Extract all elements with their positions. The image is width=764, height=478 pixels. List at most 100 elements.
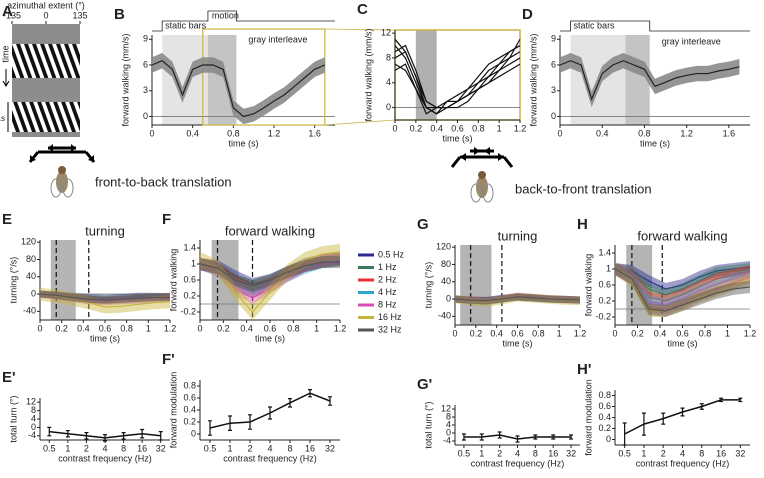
data-line xyxy=(614,268,751,296)
x-tick-label: 0 xyxy=(557,128,562,138)
y-tick-label: -0.2 xyxy=(180,306,196,316)
error-bar xyxy=(84,432,89,440)
y-label: forward walking xyxy=(583,254,593,317)
y-tick-label: 40 xyxy=(26,271,36,281)
x-label: time (s) xyxy=(229,138,259,148)
x-tick-label: 32 xyxy=(156,443,166,453)
y-label: time xyxy=(0,45,10,62)
error-bar xyxy=(228,415,232,431)
fly-icon-front xyxy=(28,144,96,198)
stimulus-timeline xyxy=(152,10,335,32)
legend-label: 2 Hz xyxy=(378,274,397,284)
y-tick-label: 0.2 xyxy=(183,290,196,300)
error-band xyxy=(615,263,750,317)
error-band xyxy=(455,293,580,305)
y-tick-label: 120 xyxy=(436,242,451,252)
data-line xyxy=(199,251,341,313)
data-line xyxy=(614,268,751,302)
condition-label: back-to-front translation xyxy=(515,181,652,196)
x-tick-label: 0.8 xyxy=(472,123,485,133)
error-bar xyxy=(248,414,252,430)
error-bar xyxy=(515,435,520,443)
y-label: forward walking (mm/s) xyxy=(120,33,130,126)
y-label: turning (°/s) xyxy=(423,262,433,309)
x-tick-label: 0 xyxy=(392,123,397,133)
legend-label: 4 Hz xyxy=(378,287,397,297)
x-tick-label: 4 xyxy=(515,448,520,458)
y-tick-label: 0 xyxy=(446,293,451,303)
y-tick-label: 3 xyxy=(143,85,148,95)
error-bar xyxy=(661,412,666,425)
zoom-connector xyxy=(324,28,396,126)
y-tick-label: -4 xyxy=(28,430,36,440)
x-tick-label: 135 xyxy=(72,10,87,20)
error-bar xyxy=(140,428,145,439)
x-tick-label: 1 xyxy=(557,328,562,338)
error-bar xyxy=(622,422,627,446)
error-bar xyxy=(461,433,466,441)
x-tick-label: 0.5 xyxy=(204,443,217,453)
x-label: contrast frequency (Hz) xyxy=(223,453,317,463)
legend-label: 16 Hz xyxy=(378,312,402,322)
annotation: motion xyxy=(212,10,239,20)
stimulus-bars xyxy=(12,44,80,78)
error-bar xyxy=(551,434,556,440)
data-line xyxy=(39,293,170,301)
error-bar xyxy=(208,420,212,436)
y-tick-label: 80 xyxy=(441,259,451,269)
y-tick-label: 8 xyxy=(446,411,451,421)
annotation: static bars xyxy=(165,20,207,30)
x-tick-label: 0.6 xyxy=(99,323,112,333)
x-tick-label: 8 xyxy=(699,448,704,458)
stimulus-timeline xyxy=(560,20,750,32)
x-label: contrast frequency (Hz) xyxy=(471,458,565,468)
panel-letter: G' xyxy=(417,376,432,393)
x-tick-label: 1.6 xyxy=(723,128,736,138)
y-tick-label: 80 xyxy=(26,254,36,264)
y-label: forward walking (mm/s) xyxy=(363,28,373,121)
error-bar xyxy=(479,433,484,441)
x-tick-label: 1 xyxy=(479,448,484,458)
x-tick-label: 0 xyxy=(43,10,48,20)
y-tick-label: 12 xyxy=(441,403,451,413)
y-tick-label: 9 xyxy=(551,34,556,44)
annotation: gray interleave xyxy=(248,34,307,44)
fly-icon-back xyxy=(450,147,514,203)
x-label: time (s) xyxy=(443,133,473,143)
y-tick-label: -40 xyxy=(438,311,451,321)
error-band xyxy=(40,290,170,304)
error-band xyxy=(615,263,750,311)
x-tick-label: 0.4 xyxy=(430,123,443,133)
x-label: contrast frequency (Hz) xyxy=(58,453,152,463)
y-tick-label: 4 xyxy=(386,77,391,87)
y-tick-label: -0.2 xyxy=(595,311,611,321)
scale-label: 1s xyxy=(0,114,5,123)
x-tick-label: 16 xyxy=(137,443,147,453)
data-line xyxy=(624,399,741,435)
x-tick-label: 0.2 xyxy=(217,323,230,333)
y-tick-label: 0.2 xyxy=(598,423,611,433)
x-tick-label: 4 xyxy=(680,448,685,458)
y-tick-label: 0 xyxy=(191,428,196,438)
x-tick-label: 1 xyxy=(641,448,646,458)
x-tick-label: 1.2 xyxy=(334,323,347,333)
annotation: gray interleave xyxy=(662,36,721,46)
x-tick-label: 0.4 xyxy=(186,128,199,138)
error-bar xyxy=(308,389,312,398)
y-tick-label: 0 xyxy=(606,434,611,444)
x-tick-label: 2 xyxy=(661,448,666,458)
y-tick-label: 0.2 xyxy=(183,416,196,426)
y-tick-label: 6 xyxy=(143,59,148,69)
panel-title: turning xyxy=(498,228,538,243)
panel-letter: F' xyxy=(162,351,175,368)
error-band xyxy=(455,293,580,307)
x-tick-label: 1.6 xyxy=(308,128,321,138)
y-tick-label: 0 xyxy=(143,111,148,121)
annotation: static bars xyxy=(574,20,616,30)
x-tick-label: 0.5 xyxy=(618,448,631,458)
x-tick-label: 1.2 xyxy=(164,323,177,333)
x-tick-label: 32 xyxy=(325,443,335,453)
y-tick-label: 6 xyxy=(551,59,556,69)
x-tick-label: 1.2 xyxy=(268,128,281,138)
x-label: time (s) xyxy=(503,338,533,348)
